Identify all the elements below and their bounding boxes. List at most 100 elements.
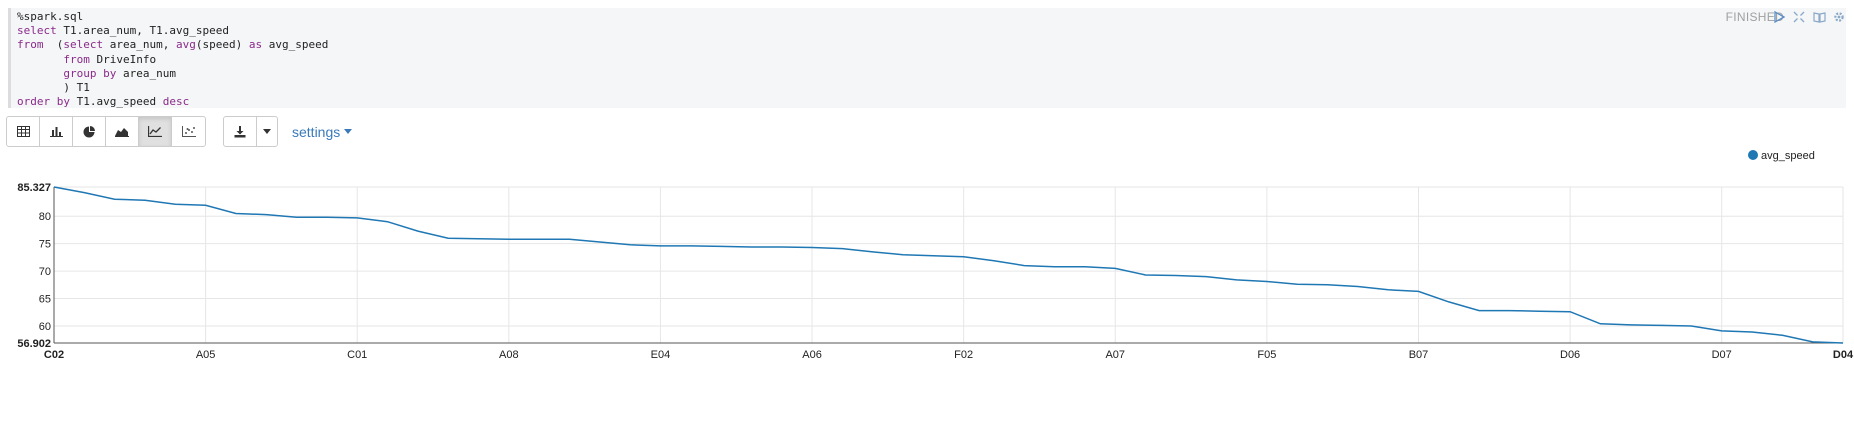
- y-tick-label: 65: [39, 294, 51, 306]
- code-editor[interactable]: %spark.sql select T1.area_num, T1.avg_sp…: [8, 8, 1846, 108]
- x-tick-label: A07: [1105, 349, 1125, 361]
- data-point: [719, 244, 724, 249]
- y-tick-label: 75: [39, 239, 51, 251]
- download-button[interactable]: [224, 117, 257, 146]
- y-tick-label: 56.902: [17, 338, 51, 350]
- data-point: [1841, 341, 1846, 346]
- x-tick-label: C02: [44, 349, 64, 361]
- data-point: [1295, 282, 1300, 287]
- book-icon[interactable]: [1812, 10, 1826, 24]
- x-tick-label: B07: [1409, 349, 1429, 361]
- data-point: [1810, 339, 1815, 344]
- x-tick-label: A08: [499, 349, 519, 361]
- sql-keyword: from: [17, 38, 44, 52]
- data-point: [1234, 277, 1239, 282]
- data-point: [82, 190, 87, 195]
- sql-text: %spark.sql: [17, 10, 84, 23]
- settings-label: settings: [292, 123, 341, 140]
- legend-marker[interactable]: [1748, 150, 1758, 160]
- data-point: [1204, 274, 1209, 279]
- run-icon[interactable]: [1772, 10, 1786, 24]
- sql-keyword: as: [248, 38, 263, 52]
- paragraph-controls: [1772, 10, 1846, 24]
- data-point: [1477, 308, 1482, 313]
- data-point: [112, 197, 117, 202]
- data-point: [142, 198, 147, 203]
- data-point: [961, 254, 966, 259]
- x-tick-label: A05: [196, 349, 216, 361]
- data-point: [1659, 323, 1664, 328]
- x-tick-label: D07: [1712, 349, 1732, 361]
- sql-text: T1.area_num, T1.avg_speed: [56, 24, 229, 38]
- area-chart-button[interactable]: [106, 117, 139, 146]
- code-line: %spark.sql: [17, 10, 83, 23]
- legend[interactable]: avg_speed: [1748, 150, 1815, 162]
- bar-chart-button[interactable]: [40, 117, 73, 146]
- data-point: [294, 215, 299, 220]
- sql-keyword: order by: [17, 95, 70, 109]
- area-chart-icon: [115, 128, 129, 137]
- data-point: [385, 219, 390, 224]
- data-point: [1022, 263, 1027, 268]
- sql-code[interactable]: %spark.sql select T1.area_num, T1.avg_sp…: [11, 8, 1846, 109]
- data-point: [901, 252, 906, 257]
- scatter-chart-icon: [181, 126, 196, 137]
- data-point: [1264, 279, 1269, 284]
- legend-label[interactable]: avg_speed: [1761, 150, 1815, 162]
- data-point: [628, 242, 633, 247]
- pie-chart-button[interactable]: [73, 117, 106, 146]
- data-point: [415, 229, 420, 234]
- x-tick-label: D04: [1833, 349, 1854, 361]
- data-point: [1052, 264, 1057, 269]
- sql-text: area_num: [116, 66, 176, 80]
- chart-type-buttons: [6, 116, 206, 147]
- data-point: [1446, 299, 1451, 304]
- data-point: [324, 215, 329, 220]
- line-chart-button[interactable]: [139, 117, 172, 146]
- sql-keyword: select: [63, 38, 104, 52]
- data-point: [931, 253, 936, 258]
- data-point: [1537, 309, 1542, 314]
- bar-chart-icon: [49, 127, 63, 137]
- sql-keyword: desc: [162, 95, 190, 109]
- data-point: [1780, 333, 1785, 338]
- code-line: from DriveInfo: [17, 53, 156, 66]
- scatter-chart-button[interactable]: [172, 117, 205, 146]
- data-point: [1082, 264, 1087, 269]
- status-label: FINISHED: [1725, 10, 1784, 24]
- data-point: [355, 215, 360, 220]
- data-point: [1719, 328, 1724, 333]
- visualization-toolbar: settings: [6, 116, 353, 147]
- sql-text: DriveInfo: [89, 52, 157, 66]
- data-point: [810, 245, 815, 250]
- download-dropdown-button[interactable]: [257, 117, 277, 146]
- code-line: ) T1: [17, 81, 90, 94]
- y-tick-label: 80: [39, 211, 51, 223]
- data-point: [1113, 266, 1118, 271]
- data-point: [840, 246, 845, 251]
- data-point: [567, 237, 572, 242]
- data-point: [1386, 287, 1391, 292]
- x-tick-label: F05: [1257, 349, 1276, 361]
- data-point: [1507, 308, 1512, 313]
- caret-down-icon: [263, 129, 271, 134]
- y-tick-label: 85.327: [17, 182, 51, 194]
- y-tick-label: 60: [39, 321, 51, 333]
- sql-text: (speed): [195, 38, 249, 52]
- data-point: [870, 249, 875, 254]
- code-line: select T1.area_num, T1.avg_speed: [17, 24, 229, 37]
- fullscreen-icon[interactable]: [1792, 10, 1806, 24]
- gear-icon[interactable]: [1832, 10, 1846, 24]
- sql-keyword: avg: [175, 38, 196, 52]
- code-line: from (select area_num, avg(speed) as avg…: [17, 38, 328, 51]
- table-view-button[interactable]: [7, 117, 40, 146]
- code-line: order by T1.avg_speed desc: [17, 95, 189, 108]
- sql-text: avg_speed: [262, 38, 329, 52]
- caret-down-icon: [344, 129, 353, 134]
- sql-text: [17, 67, 63, 80]
- settings-toggle[interactable]: settings: [292, 123, 353, 140]
- data-point: [597, 240, 602, 245]
- data-point: [1750, 330, 1755, 335]
- data-point: [1416, 289, 1421, 294]
